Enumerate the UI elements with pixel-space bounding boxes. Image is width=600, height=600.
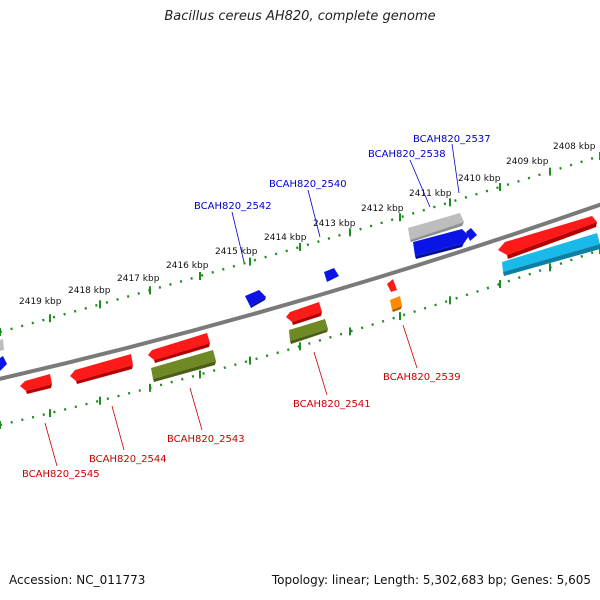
accession-text: Accession: NC_011773 (9, 573, 146, 587)
genome-axis (0, 202, 600, 381)
leader-line (409, 159, 431, 208)
scale-label: 2413 kbp (313, 219, 356, 229)
gene-arrow-red[interactable] (70, 354, 133, 381)
leader-line (307, 189, 321, 238)
gene-arrow-orange[interactable] (390, 296, 402, 310)
leader-line (451, 143, 460, 194)
lower-scale-ticks (0, 246, 600, 429)
scale-label: 2412 kbp (361, 204, 404, 214)
gene-label-plus[interactable]: BCAH820_2542 (194, 201, 272, 212)
gene-label-minus[interactable]: BCAH820_2541 (293, 399, 371, 410)
gene-label-minus[interactable]: BCAH820_2544 (89, 454, 167, 465)
leader-line (189, 387, 203, 431)
gene-arrow-blue-shade (415, 243, 464, 259)
gene-arrow-olive-shade (153, 361, 216, 382)
topology-summary: Topology: linear; Length: 5,302,683 bp; … (271, 573, 591, 587)
upper-scale-ticks (0, 152, 600, 336)
leader-line (111, 405, 125, 451)
gene-arrow-blue[interactable] (413, 229, 469, 256)
plus-strand-genes (0, 213, 600, 371)
gene-label-minus[interactable]: BCAH820_2539 (383, 372, 461, 383)
gene-label-plus[interactable]: BCAH820_2537 (413, 134, 491, 145)
gene-arrow-red[interactable] (286, 302, 322, 322)
leader-line (402, 324, 418, 369)
scale-label: 2419 kbp (19, 297, 62, 307)
gene-arrow-blue[interactable] (324, 268, 339, 282)
gene-arrow-olive-shade (290, 329, 328, 344)
minus-gene-labels: BCAH820_2539 BCAH820_2541 BCAH820_2543 B… (22, 324, 461, 480)
scale-label: 2409 kbp (506, 157, 549, 167)
scale-label: 2411 kbp (409, 189, 452, 199)
gene-arrow-red-shade (507, 222, 597, 259)
leader-line (44, 422, 58, 467)
gene-label-minus[interactable]: BCAH820_2545 (22, 469, 100, 480)
scale-label: 2408 kbp (553, 142, 596, 152)
plus-gene-labels: BCAH820_2537 BCAH820_2538 BCAH820_2540 B… (194, 134, 491, 263)
gene-arrow-cyan-shade (503, 244, 600, 276)
gene-arrow-red-shade (76, 365, 133, 384)
gene-arrow-olive[interactable] (289, 319, 328, 341)
leader-line (313, 351, 328, 396)
scale-labels: 2408 kbp 2409 kbp 2410 kbp 2411 kbp 2412… (19, 142, 596, 307)
gene-arrow-blue-shade (250, 297, 266, 308)
scale-label: 2417 kbp (117, 274, 160, 284)
gene-arrow-blue[interactable] (245, 290, 266, 306)
map-title: Bacillus cereus AH820, complete genome (164, 9, 436, 24)
leader-line (231, 211, 245, 263)
gene-arrow-red[interactable] (498, 216, 597, 255)
gene-label-plus[interactable]: BCAH820_2540 (269, 179, 347, 190)
gene-arrow-gray-shade (410, 222, 464, 242)
gene-arrow-blue[interactable] (466, 228, 477, 241)
gene-arrow-gray[interactable] (408, 213, 464, 240)
gene-arrow-red[interactable] (387, 279, 397, 292)
gene-arrow-orange-shade (392, 306, 402, 312)
gene-arrow-red-shade (26, 384, 52, 394)
scale-label: 2410 kbp (458, 174, 501, 184)
gene-label-minus[interactable]: BCAH820_2543 (167, 434, 245, 445)
scale-label: 2418 kbp (68, 286, 111, 296)
gene-arrow-red[interactable] (148, 333, 210, 360)
gene-label-plus[interactable]: BCAH820_2538 (368, 149, 446, 160)
scale-label: 2414 kbp (264, 233, 307, 243)
gene-arrow-red[interactable] (20, 374, 52, 391)
gene-arrow-gray[interactable] (0, 339, 4, 351)
gene-arrow-cyan[interactable] (502, 233, 600, 272)
scale-label: 2415 kbp (215, 247, 258, 257)
gene-arrow-blue[interactable] (0, 356, 7, 371)
minus-strand-genes (20, 279, 402, 394)
scale-label: 2416 kbp (166, 261, 209, 271)
gene-arrow-red-shade (154, 343, 210, 363)
gene-arrow-olive[interactable] (151, 350, 216, 379)
gene-arrow-red-shade (292, 312, 322, 325)
